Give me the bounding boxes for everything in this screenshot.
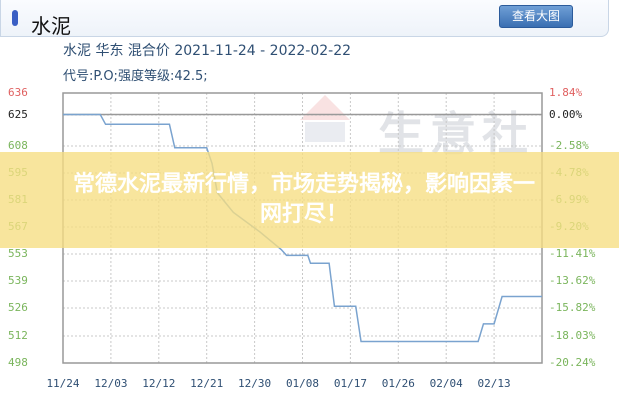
y-tick-left: 636 <box>8 86 28 99</box>
panel-title: 水泥 <box>31 14 71 38</box>
watermark-logo-icon <box>300 95 350 120</box>
y-tick-left: 625 <box>8 108 28 121</box>
panel-header: 水泥 查看大图 <box>0 0 609 38</box>
price-series-line <box>63 113 542 343</box>
y-tick-right: -15.82% <box>549 301 596 314</box>
chart-subtitle: 代号:P.O;强度等级:42.5; <box>63 69 208 84</box>
headline-banner <box>0 152 619 248</box>
title-marker-icon <box>12 10 18 26</box>
y-tick-left: 553 <box>8 247 28 260</box>
y-tick-right: 1.84% <box>549 86 583 99</box>
y-tick-left: 498 <box>8 356 28 369</box>
headline-text: 常德水泥最新行情，市场走势揭秘，影响因素一网打尽！ <box>72 172 535 227</box>
x-tick-label: 12/21 <box>190 377 224 390</box>
y-tick-right: -11.41% <box>549 247 596 260</box>
y-tick-left: 539 <box>8 274 28 287</box>
watermark-logo-icon <box>305 122 345 142</box>
x-tick-label: 12/30 <box>238 377 272 390</box>
y-tick-right: 0.00% <box>549 108 583 121</box>
y-tick-left: 608 <box>8 139 28 152</box>
chart-title: 水泥 华东 混合价 2021-11-24 - 2022-02-22 <box>63 43 352 59</box>
x-tick-label: 01/17 <box>333 377 367 390</box>
y-tick-right: -20.24% <box>549 356 596 369</box>
view-large-button[interactable]: 查看大图 <box>499 5 573 28</box>
y-tick-right: -2.58% <box>549 139 589 152</box>
x-tick-label: 11/24 <box>46 377 80 390</box>
x-tick-label: 02/04 <box>429 377 463 390</box>
x-tick-label: 02/13 <box>477 377 511 390</box>
y-tick-right: -13.62% <box>549 274 596 287</box>
x-tick-label: 12/03 <box>94 377 128 390</box>
y-tick-left: 526 <box>8 301 28 314</box>
y-tick-left: 512 <box>8 329 28 342</box>
x-tick-label: 01/26 <box>381 377 415 390</box>
x-tick-label: 01/08 <box>285 377 320 390</box>
y-tick-right: -18.03% <box>549 329 596 342</box>
x-tick-label: 12/12 <box>142 377 176 390</box>
